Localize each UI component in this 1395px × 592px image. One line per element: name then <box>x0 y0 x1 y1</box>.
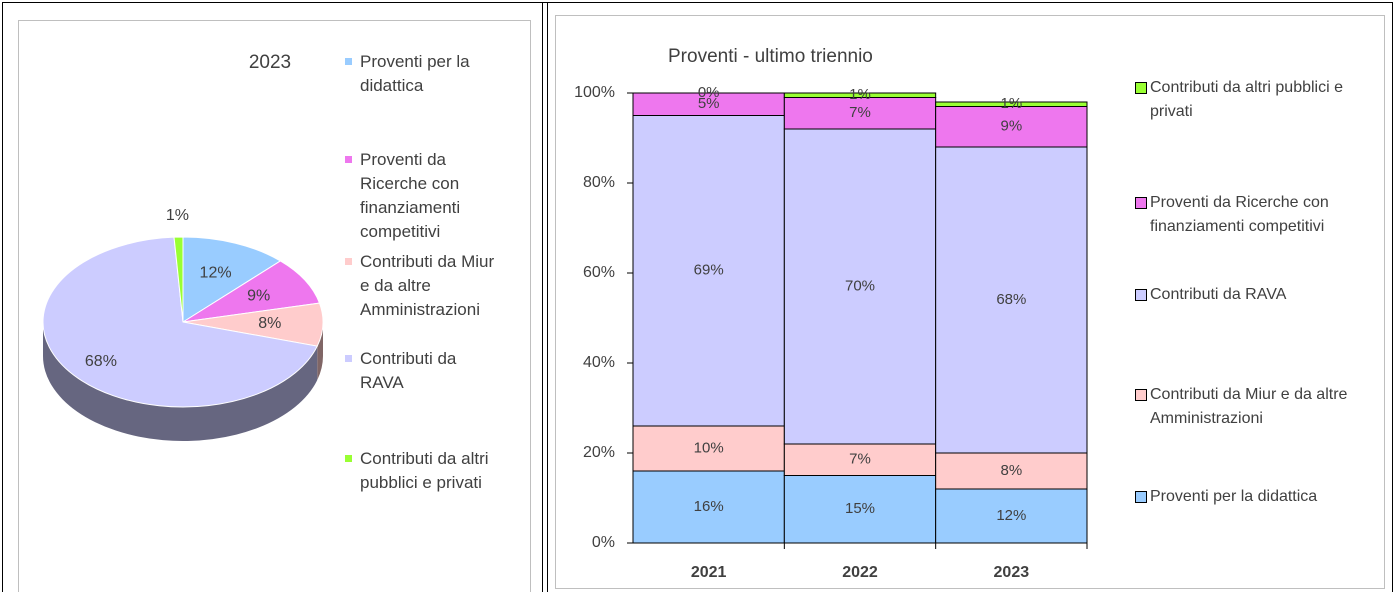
data-label: 7% <box>849 451 871 468</box>
data-label: 10% <box>694 439 724 456</box>
legend-label: Proventi da Ricerche con finanziamenti c… <box>360 150 461 241</box>
pie-slice <box>42 236 318 408</box>
pie-slice <box>182 236 282 323</box>
pie-slice <box>182 260 321 323</box>
legend-label: Proventi da Ricerche con finanziamenti c… <box>1150 194 1329 235</box>
border <box>547 2 548 592</box>
legend-marker <box>345 156 352 163</box>
bar-segment <box>632 425 785 472</box>
legend-item: Contributi da Miur e da altre Amministra… <box>1135 383 1355 431</box>
data-label: 15% <box>845 500 875 517</box>
legend-label: Contributi da altri pubblici e privati <box>360 449 489 492</box>
legend-label: Proventi per la didattica <box>1150 488 1318 505</box>
legend-marker <box>345 58 352 65</box>
bar-segment <box>783 128 937 445</box>
data-label: 9% <box>247 287 270 304</box>
pie-slice <box>173 236 184 323</box>
legend-label: Contributi da Miur e da altre Amministra… <box>1150 386 1348 427</box>
legend-item: Contributi da Miur e da altre Amministra… <box>345 250 495 322</box>
y-tick-label: 60% <box>583 264 615 281</box>
bar-segment <box>783 92 937 98</box>
legend-marker <box>1135 289 1147 301</box>
pie-side <box>317 322 323 381</box>
x-tick-label: 2022 <box>842 564 878 581</box>
data-label: 0% <box>698 84 720 101</box>
data-label: 68% <box>996 291 1026 308</box>
data-label: 1% <box>166 207 189 224</box>
data-label: 8% <box>1000 462 1022 479</box>
border <box>542 2 543 592</box>
y-tick-label: 100% <box>574 84 615 101</box>
bar-segment <box>935 106 1088 148</box>
legend-item: Contributi da RAVA <box>345 347 495 395</box>
data-label: 1% <box>849 86 871 103</box>
border <box>2 2 1393 3</box>
chart-frame <box>555 15 1385 589</box>
bar-segment <box>935 452 1088 490</box>
legend-label: Contributi da RAVA <box>360 349 457 392</box>
pie-side <box>43 322 318 441</box>
border <box>1392 2 1393 592</box>
legend-label: Contributi da Miur e da altre Amministra… <box>360 252 495 319</box>
x-tick-label: 2023 <box>994 564 1030 581</box>
legend-marker <box>345 355 352 362</box>
legend-item: Proventi per la didattica <box>345 50 495 98</box>
data-label: 69% <box>694 262 724 279</box>
legend-item: Proventi da Ricerche con finanziamenti c… <box>345 148 495 244</box>
data-label: 7% <box>849 104 871 121</box>
chart-title: Proventi - ultimo triennio <box>668 46 873 67</box>
data-label: 70% <box>845 277 875 294</box>
chart-frame <box>18 20 531 592</box>
data-label: 8% <box>258 315 281 332</box>
y-tick-label: 20% <box>583 444 615 461</box>
bar-segment <box>783 443 937 476</box>
legend-marker <box>345 455 352 462</box>
y-tick-label: 80% <box>583 174 615 191</box>
legend-label: Contributi da altri pubblici e privati <box>1150 79 1343 120</box>
legend-item: Contributi da altri pubblici e privati <box>1135 76 1355 124</box>
legend-label: Proventi per la didattica <box>360 52 470 95</box>
data-label: 5% <box>698 95 720 112</box>
legend-marker <box>1135 491 1147 503</box>
legend-item: Contributi da altri pubblici e privati <box>345 447 495 495</box>
bar-segment <box>935 146 1088 454</box>
y-tick-label: 0% <box>592 534 615 551</box>
bar-segment <box>783 475 937 544</box>
border <box>2 2 3 592</box>
data-label: 1% <box>1000 95 1022 112</box>
data-label: 12% <box>996 507 1026 524</box>
legend-item: Proventi per la didattica <box>1135 485 1355 509</box>
legend-label: Contributi da RAVA <box>1150 286 1287 303</box>
bar-segment <box>632 470 785 544</box>
legend-marker <box>1135 197 1147 209</box>
data-label: 16% <box>694 498 724 515</box>
legend-marker <box>345 258 352 265</box>
chart-title: 2023 <box>249 52 291 73</box>
legend-marker <box>1135 82 1147 94</box>
x-tick-label: 2021 <box>691 564 727 581</box>
y-tick-label: 40% <box>583 354 615 371</box>
legend-item: Proventi da Ricerche con finanziamenti c… <box>1135 191 1355 239</box>
data-label: 12% <box>200 264 232 281</box>
bar-segment <box>935 101 1088 107</box>
bar-segment <box>935 488 1088 544</box>
legend-marker <box>1135 389 1147 401</box>
legend-item: Contributi da RAVA <box>1135 283 1355 307</box>
data-label: 68% <box>85 353 117 370</box>
data-label: 9% <box>1000 118 1022 135</box>
